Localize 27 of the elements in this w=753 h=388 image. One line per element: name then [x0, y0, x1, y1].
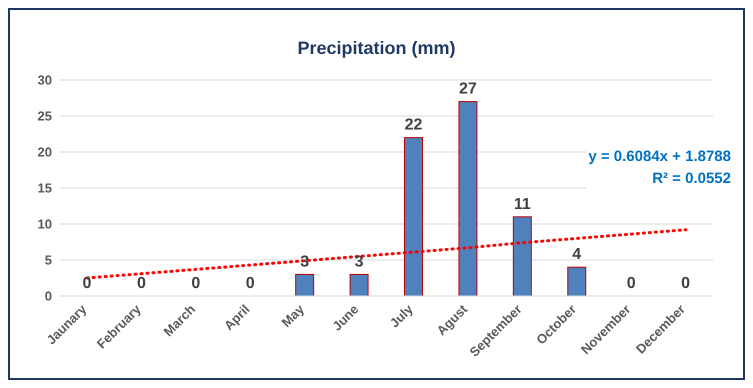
data-label: 0 [246, 275, 255, 292]
y-tick-label: 15 [38, 180, 52, 196]
bar [512, 216, 532, 296]
annotation: y = 0.6084x + 1.8788 [588, 147, 731, 167]
data-label: 4 [572, 246, 582, 264]
data-label: 0 [681, 275, 690, 292]
data-label: 11 [514, 196, 531, 213]
data-label: 0 [82, 275, 92, 292]
data-label: 3 [354, 253, 364, 270]
y-tick-label: 30 [38, 72, 52, 88]
data-label: 27 [459, 80, 477, 98]
y-tick-label: 5 [44, 252, 52, 268]
data-label: 22 [404, 116, 422, 134]
y-tick-label: 0 [44, 288, 52, 304]
data-label: 0 [191, 275, 200, 292]
bar [458, 101, 478, 296]
y-tick-label: 20 [38, 144, 52, 160]
bar [404, 137, 423, 296]
data-label: 0 [626, 275, 636, 292]
annotation: R² = 0.0552 [651, 169, 731, 189]
data-label: 0 [136, 275, 146, 292]
y-tick-label: 25 [38, 108, 52, 124]
y-tick-label: 10 [38, 216, 52, 232]
bar [567, 266, 586, 296]
bar [295, 274, 314, 296]
chart-title: Precipitation (mm) [296, 38, 457, 59]
bar [350, 274, 369, 296]
